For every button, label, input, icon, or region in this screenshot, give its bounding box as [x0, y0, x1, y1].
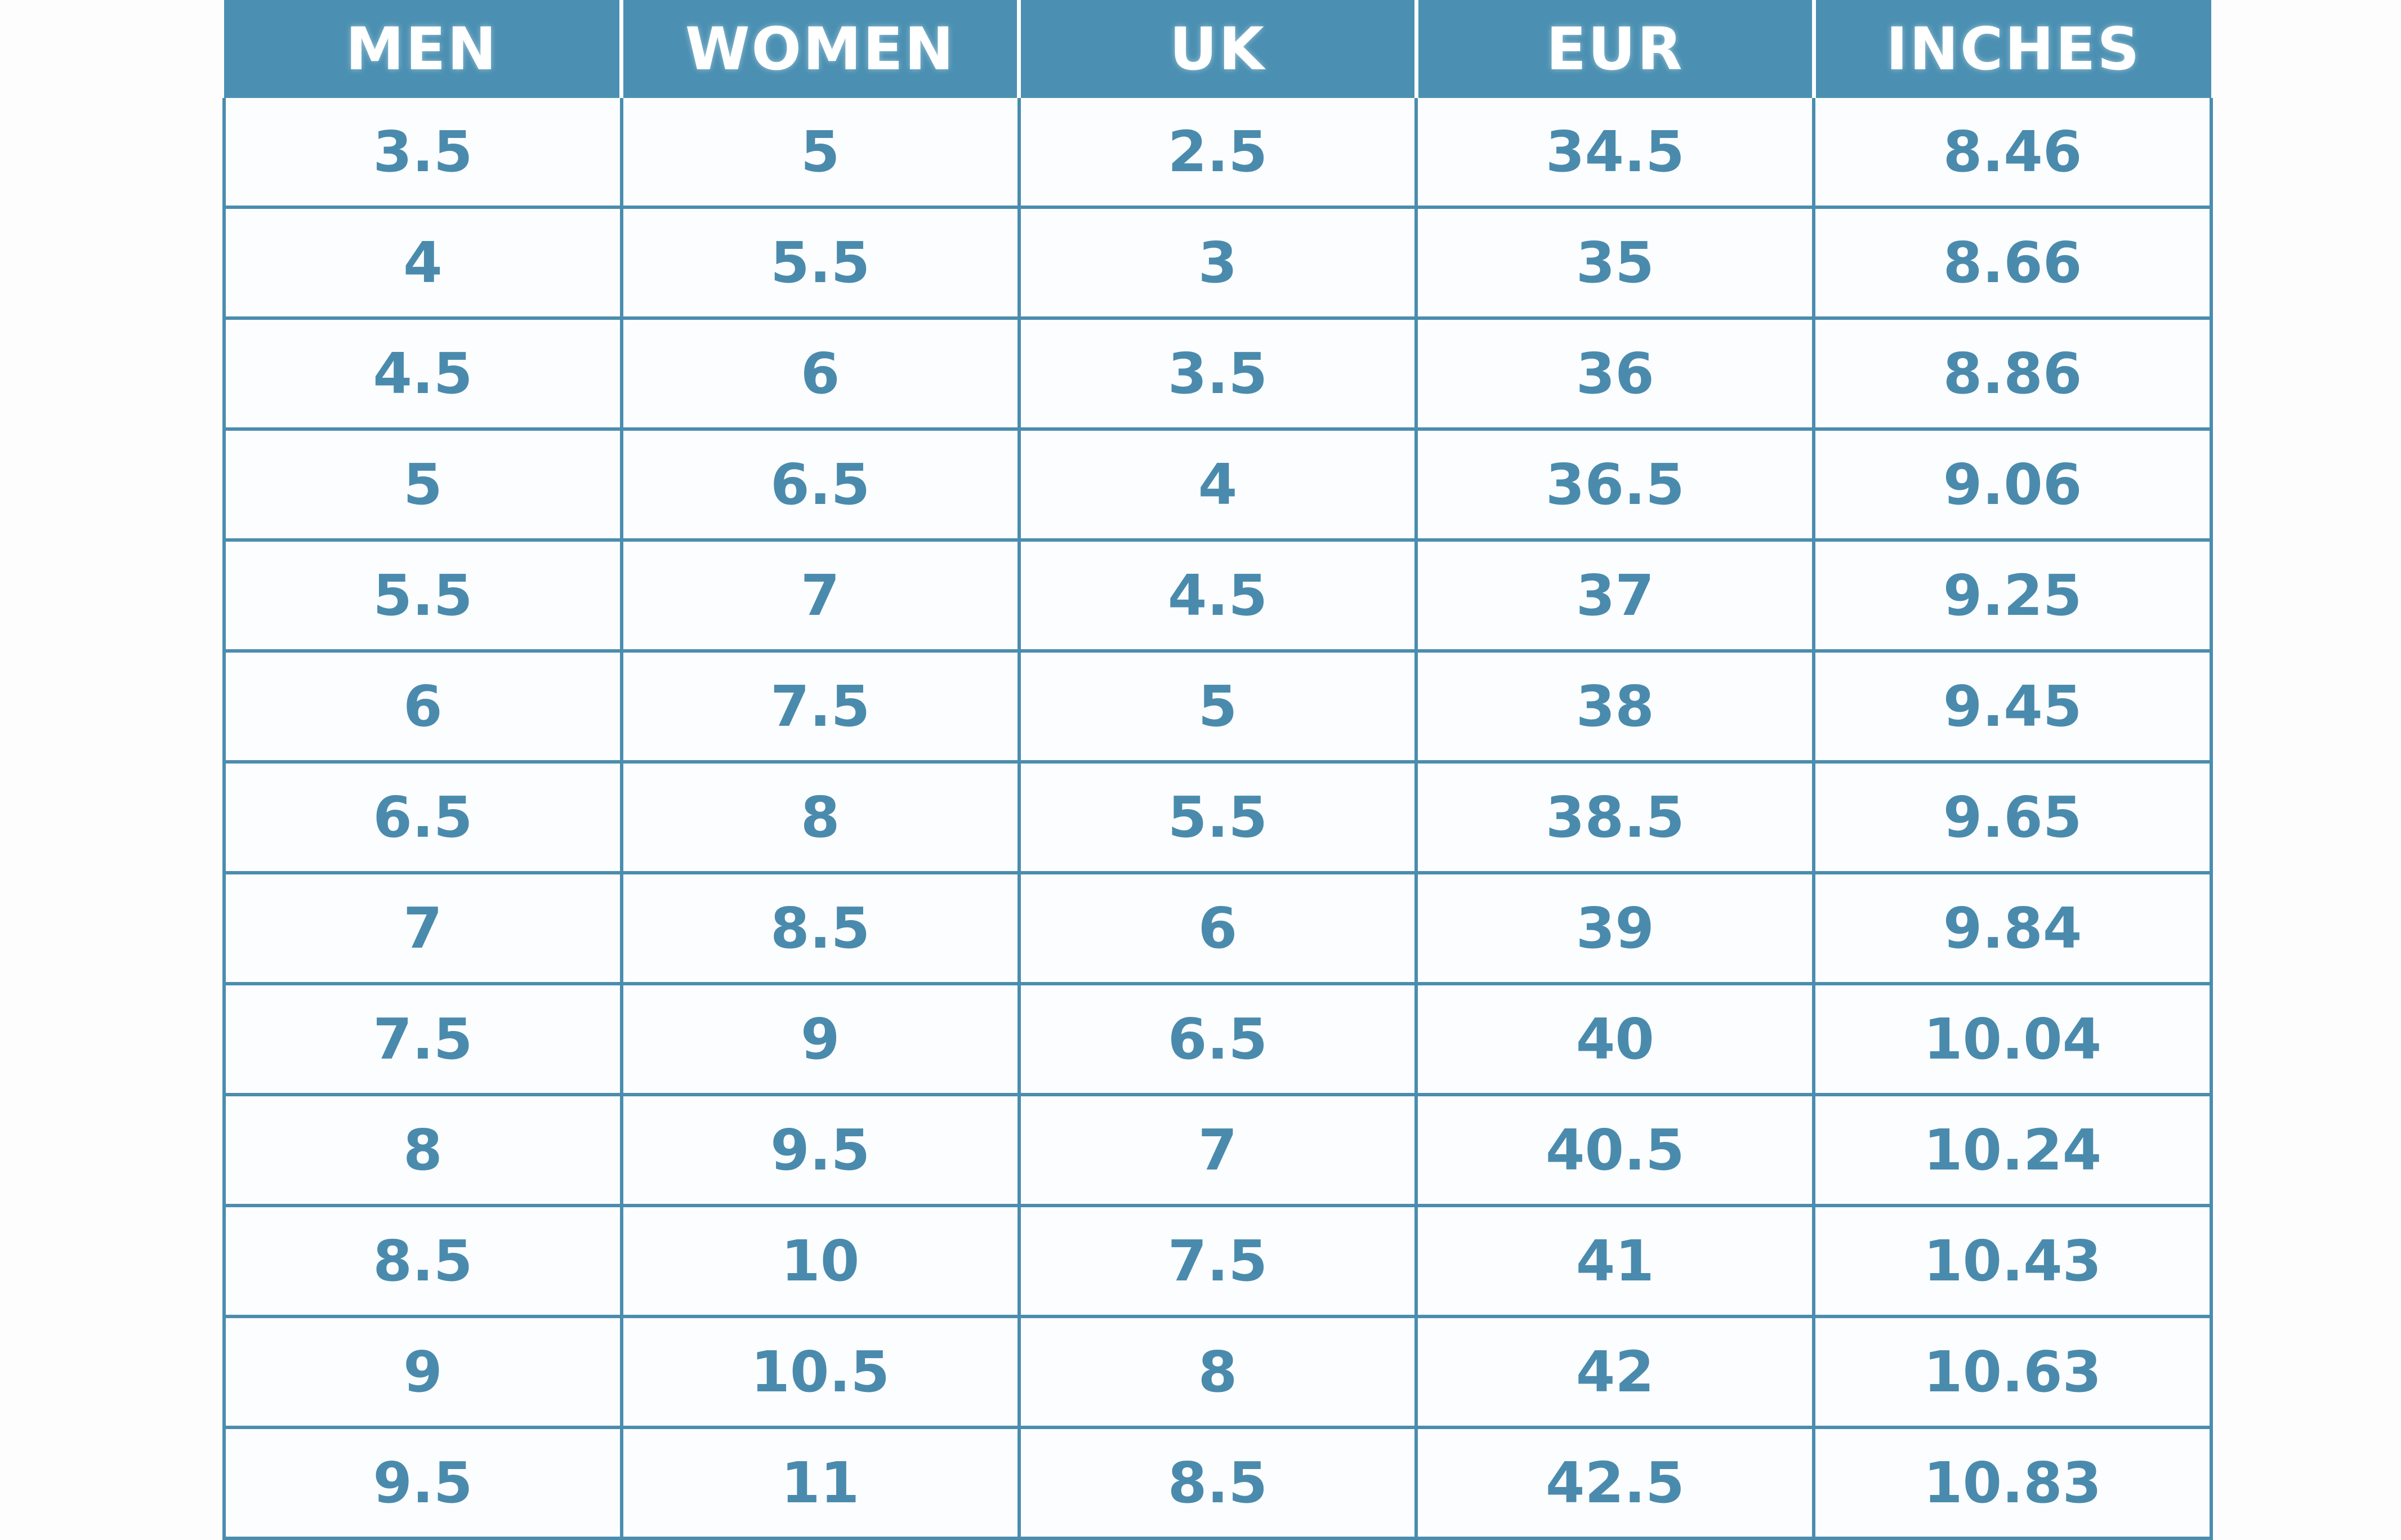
table-cell: 5 [619, 98, 1021, 209]
table-cell: 8.66 [1812, 206, 2213, 320]
table-cell: 5.5 [222, 538, 623, 653]
table-cell: 10.63 [1812, 1315, 2213, 1429]
table-cell: 41 [1414, 1204, 1816, 1318]
table-row: 8.5 10 7.5 41 10.43 [222, 1204, 2213, 1318]
table-row: 8 9.5 7 40.5 10.24 [222, 1093, 2213, 1207]
table-cell: 7 [619, 538, 1021, 653]
table-cell: 6 [1017, 871, 1418, 985]
column-header-uk: UK [1017, 0, 1417, 98]
table-cell: 4.5 [222, 316, 623, 431]
table-row: 7 8.5 6 39 9.84 [222, 871, 2213, 985]
table-cell: 10.5 [619, 1315, 1021, 1429]
table-cell: 7.5 [619, 649, 1021, 764]
table-row: 9.5 11 8.5 42.5 10.83 [222, 1426, 2213, 1540]
table-cell: 36 [1414, 316, 1816, 431]
table-cell: 8.5 [1017, 1426, 1418, 1540]
table-cell: 39 [1414, 871, 1816, 985]
table-row: 4.5 6 3.5 36 8.86 [222, 316, 2213, 431]
table-cell: 9.06 [1812, 427, 2213, 542]
column-header-inches: INCHES [1811, 0, 2211, 98]
table-cell: 8.86 [1812, 316, 2213, 431]
table-row: 5.5 7 4.5 37 9.25 [222, 538, 2213, 653]
table-row: 5 6.5 4 36.5 9.06 [222, 427, 2213, 542]
table-cell: 37 [1414, 538, 1816, 653]
table-cell: 3.5 [222, 98, 623, 209]
table-cell: 9.5 [619, 1093, 1021, 1207]
table-cell: 3.5 [1017, 316, 1418, 431]
table-cell: 8 [619, 760, 1021, 874]
table-cell: 3 [1017, 206, 1418, 320]
table-cell: 9 [222, 1315, 623, 1429]
table-row: 6 7.5 5 38 9.45 [222, 649, 2213, 764]
table-cell: 6.5 [1017, 982, 1418, 1096]
table-cell: 4 [1017, 427, 1418, 542]
table-cell: 6.5 [619, 427, 1021, 542]
table-cell: 36.5 [1414, 427, 1816, 542]
table-cell: 4 [222, 206, 623, 320]
column-header-men: MEN [224, 0, 622, 98]
table-cell: 2.5 [1017, 98, 1418, 209]
table-cell: 42.5 [1414, 1426, 1816, 1540]
column-header-eur: EUR [1414, 0, 1814, 98]
table-row: 6.5 8 5.5 38.5 9.65 [222, 760, 2213, 874]
table-cell: 8.5 [619, 871, 1021, 985]
table-cell: 10.24 [1812, 1093, 2213, 1207]
table-cell: 9.25 [1812, 538, 2213, 653]
table-cell: 9.5 [222, 1426, 623, 1540]
table-cell: 35 [1414, 206, 1816, 320]
table-cell: 10 [619, 1204, 1021, 1318]
table-cell: 5.5 [619, 206, 1021, 320]
table-cell: 8 [1017, 1315, 1418, 1429]
table-cell: 42 [1414, 1315, 1816, 1429]
table-cell: 4.5 [1017, 538, 1418, 653]
table-row: 3.5 5 2.5 34.5 8.46 [222, 98, 2213, 209]
table-cell: 9 [619, 982, 1021, 1096]
table-cell: 7.5 [1017, 1204, 1418, 1318]
table-cell: 5 [222, 427, 623, 542]
column-header-women: WOMEN [619, 0, 1019, 98]
size-conversion-table-container: MEN WOMEN UK EUR INCHES 3.5 5 2.5 34.5 8… [222, 0, 2213, 1540]
table-cell: 7 [222, 871, 623, 985]
table-cell: 10.83 [1812, 1426, 2213, 1540]
table-cell: 40.5 [1414, 1093, 1816, 1207]
table-cell: 9.65 [1812, 760, 2213, 874]
table-cell: 10.43 [1812, 1204, 2213, 1318]
table-cell: 8.5 [222, 1204, 623, 1318]
table-cell: 7.5 [222, 982, 623, 1096]
header-row: MEN WOMEN UK EUR INCHES [224, 0, 2211, 98]
table-cell: 34.5 [1414, 98, 1816, 209]
size-conversion-table: MEN WOMEN UK EUR INCHES 3.5 5 2.5 34.5 8… [222, 0, 2213, 1540]
table-cell: 9.45 [1812, 649, 2213, 764]
table-row: 9 10.5 8 42 10.63 [222, 1315, 2213, 1429]
table-cell: 10.04 [1812, 982, 2213, 1096]
table-cell: 6 [619, 316, 1021, 431]
table-cell: 40 [1414, 982, 1816, 1096]
table-row: 7.5 9 6.5 40 10.04 [222, 982, 2213, 1096]
table-cell: 9.84 [1812, 871, 2213, 985]
table-cell: 38 [1414, 649, 1816, 764]
table-cell: 6 [222, 649, 623, 764]
table-cell: 8 [222, 1093, 623, 1207]
table-cell: 5.5 [1017, 760, 1418, 874]
table-cell: 6.5 [222, 760, 623, 874]
table-row: 4 5.5 3 35 8.66 [222, 206, 2213, 320]
table-cell: 5 [1017, 649, 1418, 764]
table-cell: 8.46 [1812, 98, 2213, 209]
table-cell: 11 [619, 1426, 1021, 1540]
table-cell: 7 [1017, 1093, 1418, 1207]
table-cell: 38.5 [1414, 760, 1816, 874]
